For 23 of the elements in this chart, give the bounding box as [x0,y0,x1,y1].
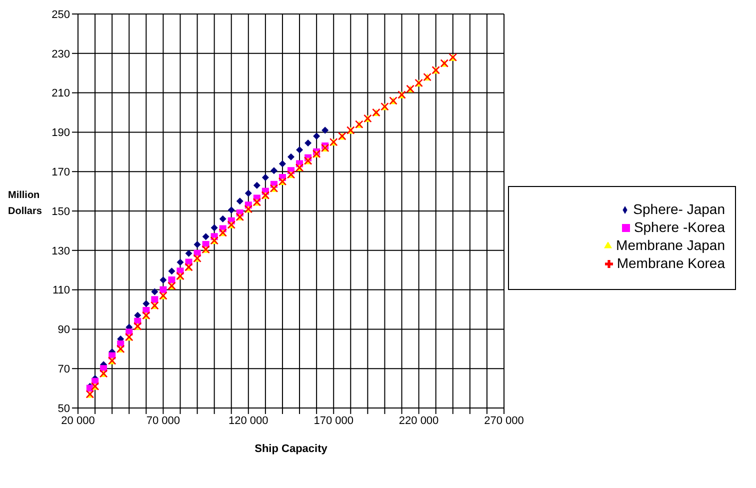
y-tick-label: 210 [52,88,70,100]
y-tick-label: 90 [58,324,70,336]
x-axis-title: Ship Capacity [254,443,328,455]
y-tick-label: 250 [52,8,70,21]
y-tick-label: 190 [52,127,70,140]
x-tick-label: 270 000 [484,414,524,427]
x-tick-label: 70 000 [146,414,180,427]
y-tick-label: 170 [52,166,70,179]
y-axis-title: Million Dollars [8,189,43,219]
x-tick-label: 120 000 [228,414,268,427]
y-tick-label: 50 [58,402,70,415]
x-tick-label: 220 000 [398,414,439,427]
y-tick-label: 110 [52,284,70,297]
y-tick-label: 230 [52,48,70,60]
legend-label: Membrane Japan [616,237,725,253]
legend-label: Membrane Korea [616,255,725,271]
legend-label: Sphere- Japan [633,201,725,217]
legend-label: Sphere -Korea [634,219,725,235]
y-tick-label: 130 [52,245,70,258]
x-tick-label: 170 000 [314,414,354,427]
x-tick-label: 20 000 [61,414,95,427]
y-tick-label: 70 [58,364,70,376]
y-tick-label: 150 [52,206,70,218]
